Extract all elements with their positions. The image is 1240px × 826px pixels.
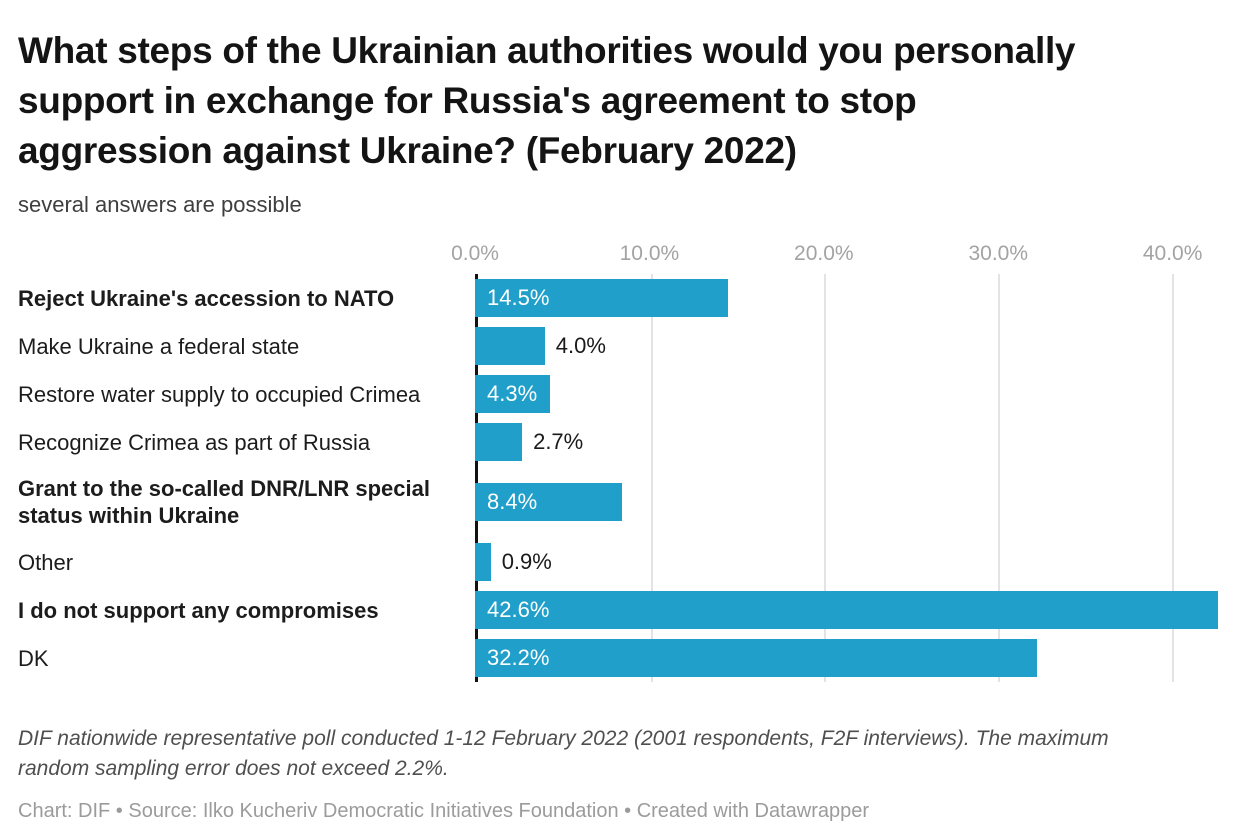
axis-tick-label: 30.0% xyxy=(968,242,1029,265)
bar-track: 4.3% xyxy=(475,370,1218,418)
footnote: DIF nationwide representative poll condu… xyxy=(18,727,1109,780)
bar: 4.3% xyxy=(475,375,550,413)
bar-value-label: 4.3% xyxy=(487,381,538,406)
bar-row: I do not support any compromises 42.6% xyxy=(18,586,1218,634)
bar-track: 2.7% xyxy=(475,418,1218,466)
bar-value-label: 32.2% xyxy=(487,645,550,670)
axis-spacer xyxy=(18,240,475,274)
bar-track: 8.4% xyxy=(475,466,1218,538)
bar-row: Make Ukraine a federal state 4.0% xyxy=(18,322,1218,370)
bar-chart: 0.0% 10.0% 20.0% 30.0% 40.0% Reject Ukraine'… xyxy=(18,240,1218,682)
chart-subtitle: several answers are possible xyxy=(18,192,302,217)
bar-track: 32.2% xyxy=(475,634,1218,682)
bar-track: 42.6% xyxy=(475,586,1218,634)
bar-track: 14.5% xyxy=(475,274,1218,322)
bar-category-label: I do not support any compromises xyxy=(18,597,379,623)
bar: 42.6% xyxy=(475,591,1218,629)
bar-row: Other 0.9% xyxy=(18,538,1218,586)
bar-value-label: 14.5% xyxy=(487,285,550,310)
gridline xyxy=(998,274,1001,682)
bar-track: 4.0% xyxy=(475,322,1218,370)
axis-track: 0.0% 10.0% 20.0% 30.0% 40.0% xyxy=(451,240,1218,274)
bar-category-label: Grant to the so-called DNR/LNR special s… xyxy=(18,476,430,528)
axis-tick-label: 40.0% xyxy=(1142,242,1203,265)
bar xyxy=(475,543,491,581)
axis-tick-label: 20.0% xyxy=(794,242,854,265)
bar-row: Recognize Crimea as part of Russia 2.7% xyxy=(18,418,1218,466)
bar-category-label: Make Ukraine a federal state xyxy=(18,333,300,359)
bar-value-label: 2.7% xyxy=(533,429,584,454)
bar-category-label: Reject Ukraine's accession to NATO xyxy=(18,285,395,311)
attribution-line: Chart: DIF • Source: Ilko Kucheriv Democ… xyxy=(18,800,870,822)
x-axis: 0.0% 10.0% 20.0% 30.0% 40.0% xyxy=(18,240,1218,274)
page-title: What steps of the Ukrainian authorities … xyxy=(18,30,1076,171)
gridline xyxy=(824,274,827,682)
bar-row: Grant to the so-called DNR/LNR special s… xyxy=(18,466,1218,538)
axis-tick-label: 0.0% xyxy=(451,242,499,265)
bar-row: Restore water supply to occupied Crimea … xyxy=(18,370,1218,418)
bar-track: 0.9% xyxy=(475,538,1218,586)
bar-category-label: Recognize Crimea as part of Russia xyxy=(18,429,371,455)
bar-value-label: 4.0% xyxy=(555,333,606,358)
grid-layer xyxy=(475,274,1218,682)
bar: 14.5% xyxy=(475,279,728,317)
bar-row: Reject Ukraine's accession to NATO 14.5% xyxy=(18,274,1218,322)
bar xyxy=(475,327,545,365)
bar-row: DK 32.2% xyxy=(18,634,1218,682)
bar-category-label: DK xyxy=(18,645,49,671)
axis-tick-label: 10.0% xyxy=(619,242,680,265)
bar-value-label: 0.9% xyxy=(501,549,552,574)
bar: 32.2% xyxy=(475,639,1037,677)
bar-category-label: Other xyxy=(18,549,74,575)
bar xyxy=(475,423,523,461)
bar-category-label: Restore water supply to occupied Crimea xyxy=(18,381,421,407)
gridline xyxy=(1171,274,1174,682)
bar: 8.4% xyxy=(475,483,622,521)
bar-value-label: 8.4% xyxy=(487,489,538,514)
chart-rows: Reject Ukraine's accession to NATO 14.5%… xyxy=(18,274,1218,682)
bar-value-label: 42.6% xyxy=(487,597,550,622)
gridline xyxy=(650,274,653,682)
